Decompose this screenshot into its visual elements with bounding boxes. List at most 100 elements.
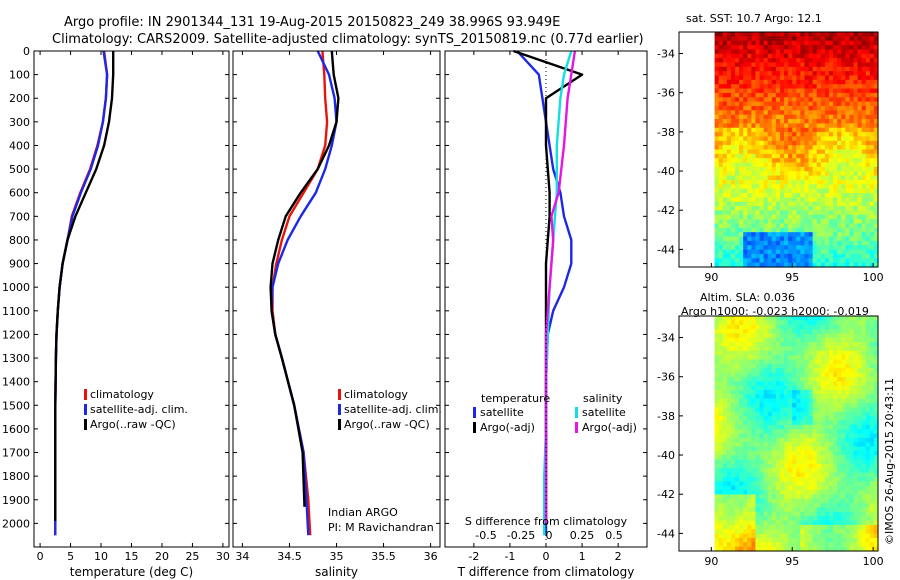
map-sla-cell (763, 459, 769, 465)
map-sst-cell (853, 158, 859, 164)
map-sst-cell (808, 79, 814, 85)
map-sst-cell (751, 110, 757, 116)
map-sla-cell (763, 376, 769, 382)
map-sla-cell (873, 424, 879, 430)
map-sla-cell (824, 372, 830, 378)
map-sst-cell (763, 79, 769, 85)
map-sst-cell (784, 40, 789, 46)
map-sst-cell (771, 40, 777, 46)
map-sst-cell (739, 97, 744, 103)
map-sla-cell (849, 416, 855, 422)
map-sla-cell (763, 398, 769, 404)
map-sst-cell (730, 32, 736, 37)
map-sst-cell (828, 219, 834, 225)
map-sla-cell (865, 516, 871, 522)
map-sst-cell (845, 184, 851, 190)
map-sla-cell (739, 490, 744, 496)
map-sla-cell (718, 337, 724, 343)
map-sla-cell (837, 337, 842, 343)
map-sst-cell (873, 123, 879, 129)
map-sst-cell (755, 188, 761, 194)
map-sla-cell (833, 420, 838, 426)
map-sst-cell (755, 84, 761, 90)
map-sla-cell (747, 481, 752, 487)
map-sst-cell (833, 105, 838, 111)
map-sla-cell (845, 546, 851, 552)
map-sst-cell (784, 232, 789, 238)
map-sst-cell (804, 175, 810, 181)
map-sst-cell (751, 223, 757, 229)
map-sst-cell (767, 153, 773, 159)
map-sla-cell (759, 346, 765, 352)
map-sst-cell (726, 123, 732, 129)
map-sla-cell (865, 437, 871, 443)
map-sla-cell (726, 381, 732, 387)
map-sst-cell (718, 166, 724, 172)
map-sla-cell (767, 381, 773, 387)
map-sla-cell (828, 346, 834, 352)
map-sst-cell (726, 175, 732, 181)
map-sla-cell (824, 459, 830, 465)
map-sst-cell (751, 153, 757, 159)
map-sst-cell (767, 175, 773, 181)
map-sst-cell (800, 179, 806, 185)
map-sla-cell (816, 472, 822, 478)
map-sla-cell (857, 337, 863, 343)
map-sst-cell (722, 219, 728, 225)
map-sla-cell (849, 477, 855, 482)
map-sla-cell (735, 520, 740, 526)
map-sla-cell (747, 359, 752, 365)
map-sla-cell (775, 498, 781, 504)
depth-tick-label: 600 (9, 187, 30, 200)
map-sla-cell (837, 459, 842, 465)
map-sst-cell (718, 88, 724, 94)
map-sst-cell (849, 49, 855, 55)
map-sla-cell (845, 537, 851, 543)
map-sst-cell (857, 158, 863, 164)
map-sla-cell (739, 520, 744, 526)
map-sst-cell (873, 240, 879, 246)
map-sla-cell (849, 459, 855, 465)
map-sst-cell (816, 84, 822, 90)
map-sla-cell (779, 385, 785, 391)
map-sla-cell (726, 537, 732, 543)
map-sst-cell (841, 214, 846, 220)
map-sst-cell (739, 145, 744, 151)
map-sla-cell (743, 455, 748, 461)
map-sst-cell (755, 110, 761, 116)
map-sla-cell (792, 468, 797, 474)
map-sst-cell (857, 236, 863, 242)
map-sst-cell (743, 36, 748, 42)
map-sla-cell (779, 424, 785, 430)
map-sst-cell (796, 32, 801, 37)
map-sst-cell (804, 201, 810, 207)
map-sst-cell (755, 197, 761, 203)
map-sla-cell (718, 498, 724, 504)
map-sla-cell (718, 459, 724, 465)
map-sla-cell (849, 333, 855, 339)
map-sla-cell (857, 316, 863, 321)
map-sla-cell (833, 490, 838, 496)
map-sla-cell (828, 424, 834, 430)
map-sst-cell (808, 123, 814, 129)
map-sst-cell (828, 197, 834, 203)
map-sla-cell (730, 342, 736, 348)
map-sst-cell (784, 119, 789, 124)
map-sst-cell (747, 253, 752, 259)
map-sst-cell (873, 79, 879, 85)
map-sla-cell (824, 381, 830, 387)
map-sst-cell (841, 58, 846, 64)
map-sla-cell (820, 455, 826, 461)
map-sla-cell (865, 416, 871, 422)
map-sst-cell (739, 110, 744, 116)
map-sla-cell (812, 503, 818, 509)
map-sla-cell (812, 542, 818, 548)
map-sst-cell (853, 206, 859, 212)
map-sla-cell (735, 529, 740, 535)
map-sst-cell (853, 53, 859, 59)
map-sst-cell (784, 58, 789, 64)
map-sst-cell (812, 197, 818, 203)
map-sla-cell (824, 537, 830, 543)
map-sst-cell (820, 97, 826, 103)
map-sla-cell (743, 329, 748, 335)
